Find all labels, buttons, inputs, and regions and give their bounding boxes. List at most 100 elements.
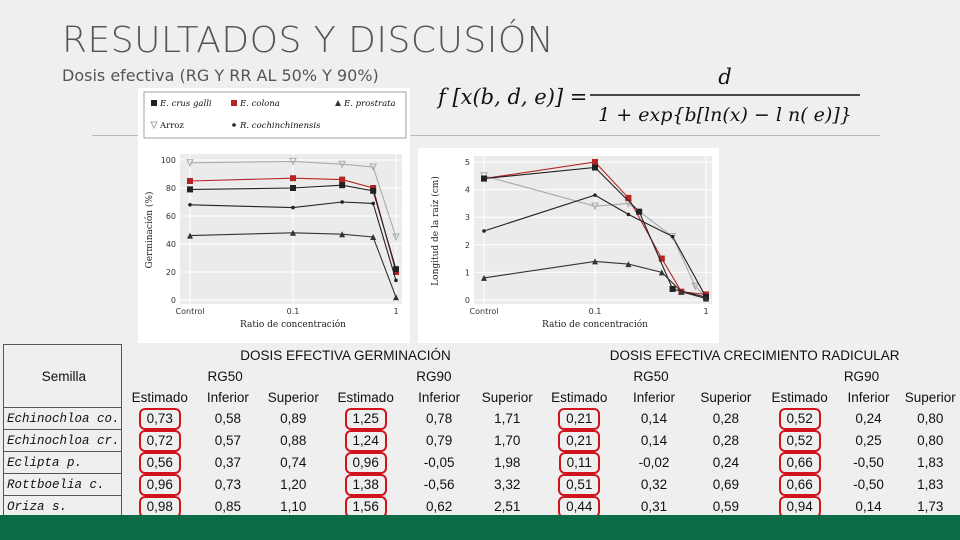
value-cell: 0,88 [258, 430, 328, 452]
data-point [626, 212, 631, 217]
value-cell: 0,52 [763, 429, 837, 452]
data-point [339, 231, 346, 238]
value-text: 0,52 [778, 407, 821, 430]
value-text: 0,79 [425, 433, 453, 448]
data-point [703, 295, 709, 302]
data-point [188, 203, 192, 207]
value-cell: 1,24 [328, 429, 402, 452]
value-cell: 0,11 [539, 451, 619, 474]
value-cell: 0,32 [619, 474, 689, 496]
table-row: Echinochloa cr. 0,72 0,57 0,88 1,24 0,79 1,70 0… [3, 429, 960, 452]
table-group-header-row: Semilla DOSIS EFECTIVA GERMINACIÓN DOSIS… [3, 344, 960, 408]
legend-box [143, 91, 407, 139]
col-estimado: Estimado [131, 389, 188, 405]
value-text: 3,32 [494, 477, 521, 492]
data-point [636, 208, 643, 215]
y-tick-label: 5 [465, 158, 470, 167]
value-text: 0,51 [558, 473, 601, 496]
value-text: 0,80 [917, 411, 944, 426]
value-text: 0,58 [214, 411, 242, 426]
value-text: -0,02 [638, 455, 670, 470]
y-tick-label: 4 [465, 186, 470, 195]
table-column-header-row: Estimado Inferior Superior Estimado Infe… [4, 387, 960, 408]
slide-subtitle: Dosis efectiva (RG Y RR AL 50% Y 90%) [62, 66, 379, 85]
value-text: 1,38 [344, 473, 387, 496]
x-axis-label: Ratio de concentración [542, 319, 648, 330]
value-cell: 0,80 [901, 408, 960, 430]
table-row: Rottboelia c. 0,96 0,73 1,20 1,38 -0,56 3,32 0,… [3, 473, 960, 496]
value-text: 0,85 [214, 499, 242, 514]
y-tick-label: 20 [166, 268, 176, 277]
data-point [658, 269, 665, 276]
col-estimado: Estimado [771, 389, 828, 405]
data-point [670, 234, 675, 239]
value-cell: 0,74 [258, 452, 328, 474]
root-length-chart-svg: 0 1 2 3 4 5 Control 0.1 1 Ratio de concentración L… [430, 156, 712, 330]
value-cell: -0,50 [836, 452, 900, 474]
value-cell: 0,72 [121, 429, 197, 452]
legend-marker [335, 100, 341, 106]
group-germination: DOSIS EFECTIVA GERMINACIÓN [240, 347, 451, 363]
value-cell: 0,51 [539, 473, 619, 496]
value-text: 0,11 [558, 451, 600, 474]
value-text: 0,25 [855, 433, 882, 448]
value-cell: 0,96 [121, 473, 197, 496]
data-point [290, 175, 296, 182]
results-table: Semilla DOSIS EFECTIVA GERMINACIÓN DOSIS… [3, 344, 960, 518]
y-axis-label: Germinación (%) [144, 192, 155, 269]
value-cell: 0,89 [258, 408, 328, 430]
value-cell: 0,85 [198, 496, 258, 518]
col-estimado: Estimado [337, 389, 394, 405]
x-tick-label: 0.1 [287, 307, 300, 316]
value-cell: 0,25 [836, 430, 900, 452]
value-text: 0,28 [712, 411, 740, 426]
y-axis-label: Longitud de la raíz (cm) [430, 176, 441, 286]
value-cell: 1,83 [901, 474, 960, 496]
value-cell: 0,57 [198, 430, 258, 452]
data-point [481, 175, 487, 182]
value-text: 0,88 [280, 433, 307, 448]
value-text: 0,72 [138, 429, 181, 452]
formula-denominator: 1 + exp{b[ln(x) − l n( e)]} [598, 104, 852, 126]
germination-chart: 0 20 40 60 80 100 Control 0.1 1 Ratio de concentr… [138, 88, 410, 343]
value-cell: 0,59 [689, 496, 763, 518]
value-text: 1,98 [494, 455, 521, 470]
value-text: 0,69 [712, 477, 740, 492]
value-cell: 0,78 [403, 408, 475, 430]
value-text: 0,14 [640, 433, 668, 448]
semilla-cell: Echinochloa cr. [3, 429, 122, 452]
value-text: 0,80 [917, 433, 944, 448]
data-point [339, 182, 346, 189]
data-point [592, 164, 598, 171]
value-text: 0,14 [855, 499, 882, 514]
value-cell: 0,28 [689, 430, 763, 452]
y-tick-label: 1 [465, 268, 470, 277]
semilla-cell: Eclipta p. [3, 451, 122, 474]
data-point [393, 294, 399, 301]
data-point [187, 178, 193, 184]
value-text: -0,05 [423, 455, 455, 470]
legend-label: E. prostrata [343, 99, 396, 109]
x-tick-label: 1 [393, 307, 398, 316]
value-text: 2,51 [494, 499, 521, 514]
data-point [625, 261, 632, 268]
value-text: 1,20 [280, 477, 307, 492]
data-point [593, 193, 597, 197]
value-text: 0,24 [712, 455, 740, 470]
value-cell: 1,73 [901, 496, 960, 518]
value-text: 0,52 [778, 429, 821, 452]
data-point [186, 159, 194, 167]
value-text: 1,24 [344, 429, 387, 452]
x-axis-label: Ratio de concentración [240, 319, 346, 330]
germination-chart-svg: 0 20 40 60 80 100 Control 0.1 1 Ratio de concentr… [143, 91, 407, 330]
col-inferior: Inferior [206, 389, 249, 405]
value-cell: 3,32 [475, 474, 539, 496]
value-text: 0,32 [640, 477, 668, 492]
value-cell: 1,98 [475, 452, 539, 474]
table-row: Echinochloa co. 0,73 0,58 0,89 1,25 0,78 1,71 0… [3, 407, 960, 430]
value-cell: 1,70 [475, 430, 539, 452]
col-inferior: Inferior [633, 389, 676, 405]
value-cell: -0,02 [619, 452, 689, 474]
semilla-cell: Rottboelia c. [3, 473, 122, 496]
value-cell: 0,56 [121, 451, 197, 474]
